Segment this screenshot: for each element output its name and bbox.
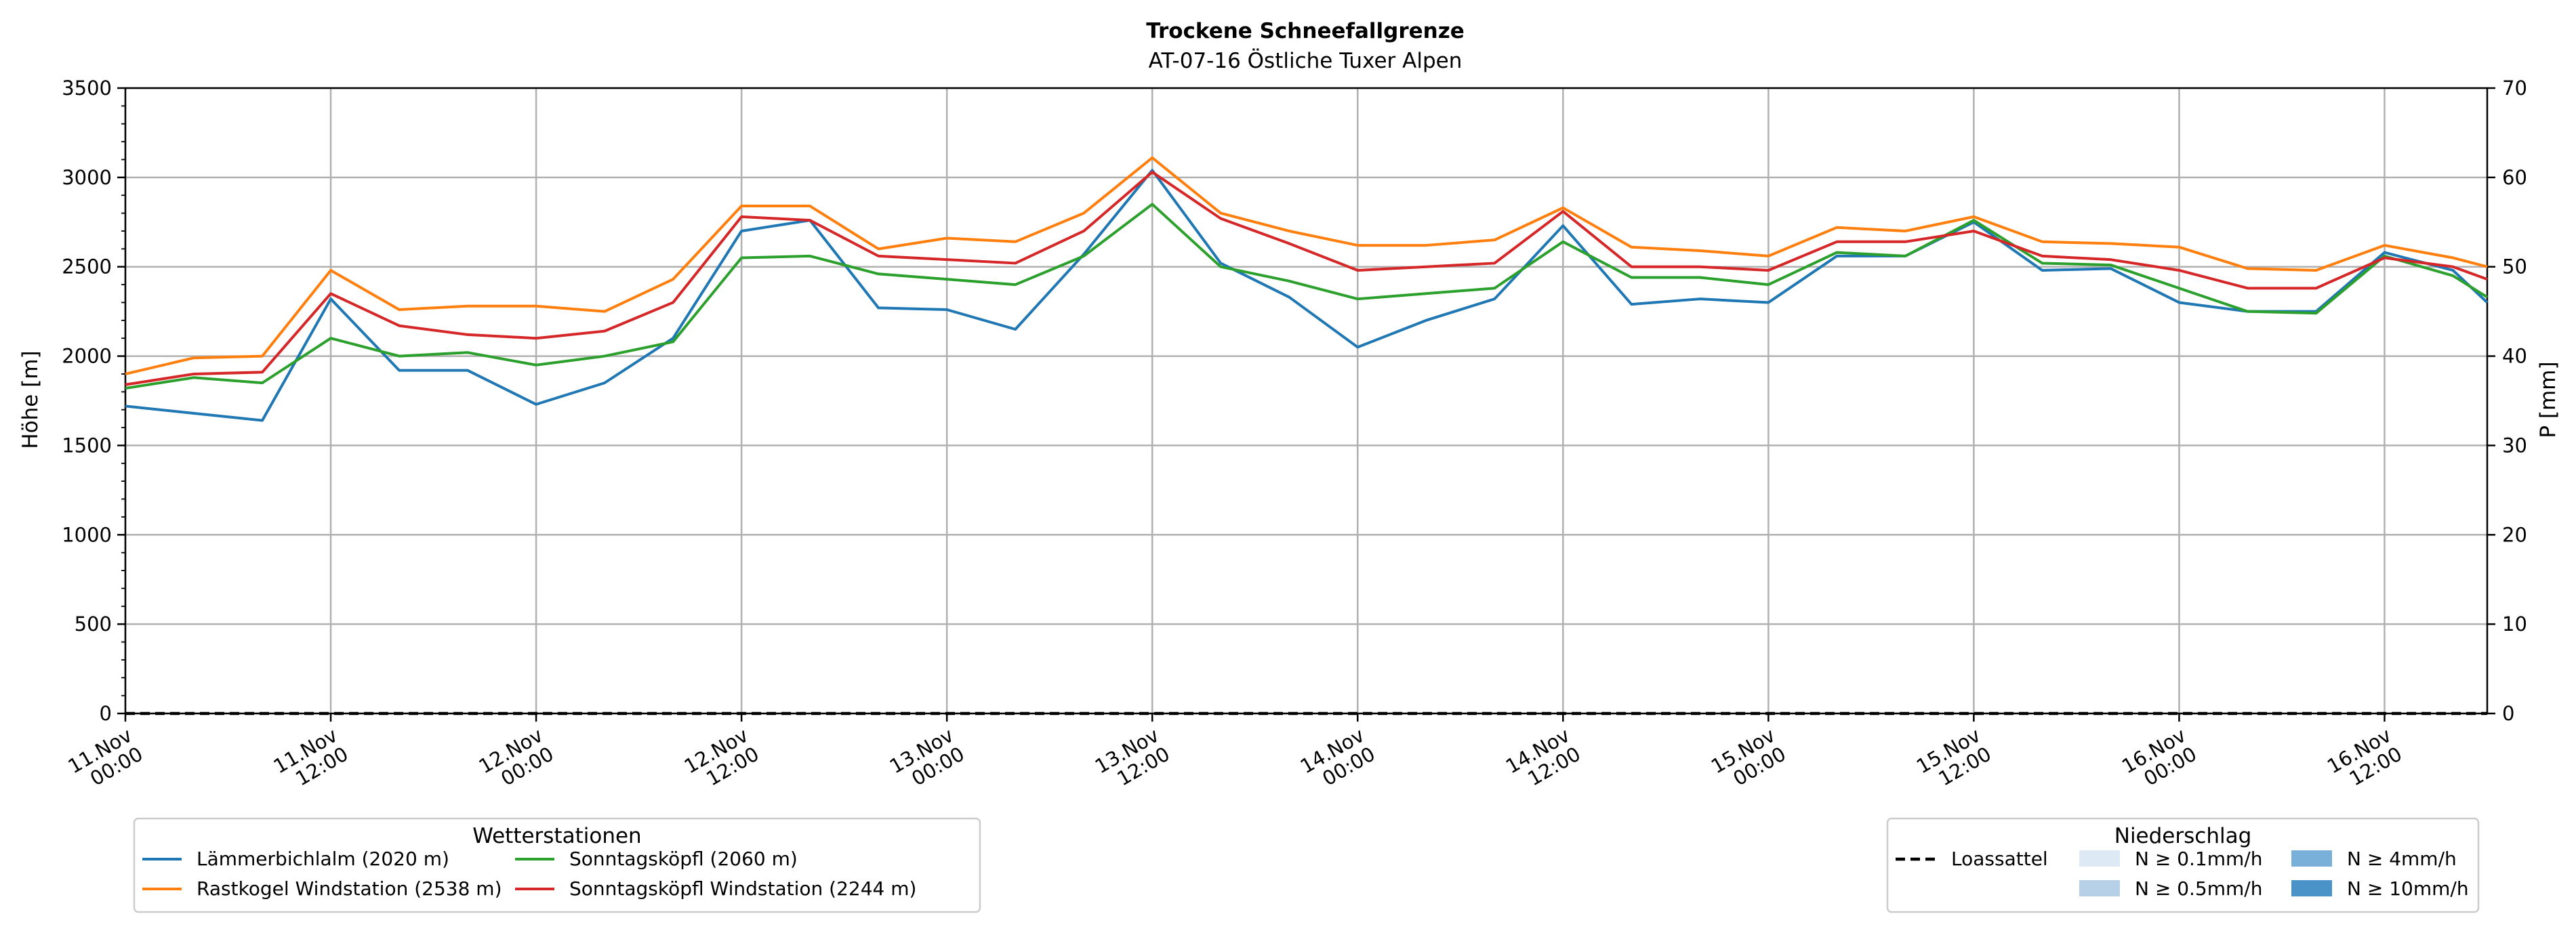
y-tick-label-right: 30 [2502,434,2527,457]
plot-area: 0 500 1000 1500 2000 2500 3000 3500 0 10 20 30 40 50 6… [62,77,2527,791]
chart-subtitle: AT-07-16 Östliche Tuxer Alpen [1149,48,1463,73]
y-tick-label-left: 3500 [62,77,112,100]
legend-stations-title: Wetterstationen [472,824,641,848]
y-tick-label-left: 2500 [62,255,112,278]
legend-precip-entry: N ≥ 4mm/h [2347,848,2457,870]
legend-stations-entry: Lämmerbichlalm (2020 m) [197,848,449,870]
legend-precip-entry: N ≥ 0.5mm/h [2135,877,2262,900]
legend-precip-title: Niederschlag [2114,824,2252,848]
y-tick-label-right: 70 [2502,77,2527,100]
y-tick-label-left: 1500 [62,434,112,457]
chart-title: Trockene Schneefallgrenze [1146,19,1465,43]
legend-stations-entry: Sonntagsköpfl Windstation (2244 m) [569,877,916,900]
legend-precip-entry: N ≥ 10mm/h [2347,877,2469,900]
legend-stations-entry: Sonntagsköpfl (2060 m) [569,848,798,870]
legend-stations-frame [133,817,981,913]
series-line-3 [125,203,2489,390]
legend-precip-swatch-patch [2291,880,2332,896]
y-tick-label-right: 60 [2502,166,2527,189]
y-tick-label-left: 0 [100,702,112,725]
series-line-4 [125,170,2488,386]
y-axis-label-right: P [mm] [2536,361,2560,438]
y-tick-label-left: 1000 [62,523,112,546]
y-tick-label-right: 50 [2502,255,2527,278]
legend-stations: Wetterstationen Lämmerbichlalm (2020 m) Ra… [133,817,981,913]
y-tick-label-right: 20 [2502,523,2527,546]
legend-stations-entry: Rastkogel Windstation (2538 m) [197,877,502,900]
legend-precip-swatch-patch [2079,880,2120,896]
y-tick-label-left: 500 [75,613,112,636]
y-tick-label-left: 3000 [62,166,112,189]
y-tick-label-left: 2000 [62,345,112,368]
legend-precip-swatch-patch [2079,850,2120,867]
y-tick-label-right: 40 [2502,345,2527,368]
legend-precip-entry: Loassattel [1951,848,2048,870]
series-line-1 [125,169,2489,422]
series-line-2 [125,156,2488,375]
y-axis-label-left: Höhe [m] [18,350,43,449]
y-tick-label-right: 10 [2502,613,2527,636]
legend-precip: Niederschlag Loassattel N ≥ 0.1mm/h N ≥ 0.5… [1886,817,2480,913]
legend-precip-swatch-patch [2291,850,2332,867]
legend-precip-entry: N ≥ 0.1mm/h [2135,848,2262,870]
y-tick-label-right: 0 [2502,702,2514,725]
